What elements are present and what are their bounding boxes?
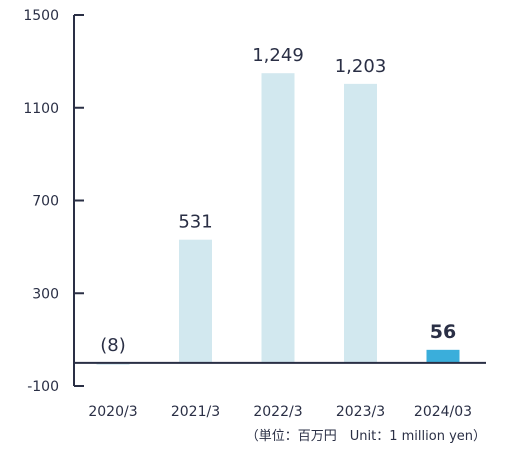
y-tick-label: 1500 <box>23 8 59 24</box>
y-tick-label: 300 <box>32 286 59 302</box>
x-tick-label: 2022/3 <box>253 404 302 420</box>
x-tick-label: 2020/3 <box>88 404 137 420</box>
bars-group <box>96 73 460 365</box>
data-label: 1,203 <box>335 56 387 77</box>
bar <box>261 73 295 363</box>
x-axis: 2020/3 2021/3 2022/3 2023/3 2024/03 <box>74 361 486 420</box>
x-tick-label: 2024/03 <box>414 404 472 420</box>
bar <box>179 239 212 363</box>
data-label: 1,249 <box>252 45 304 66</box>
y-tick-label: 700 <box>32 194 59 210</box>
x-tick-label: 2023/3 <box>336 404 385 420</box>
unit-note: （単位：百万円 Unit：1 million yen） <box>246 428 486 444</box>
x-tick-label: 2021/3 <box>171 404 220 420</box>
data-label: (8) <box>100 335 126 356</box>
data-label: 56 <box>430 321 456 343</box>
y-tick-label: 1100 <box>23 101 59 117</box>
data-label: 531 <box>178 212 212 233</box>
bar <box>344 83 377 363</box>
data-labels-group: (8) 531 1,249 1,203 56 <box>100 45 456 356</box>
y-tick-label: -100 <box>27 379 59 395</box>
bar <box>426 349 460 363</box>
y-axis: -100 300 700 1100 1500 <box>23 8 84 395</box>
